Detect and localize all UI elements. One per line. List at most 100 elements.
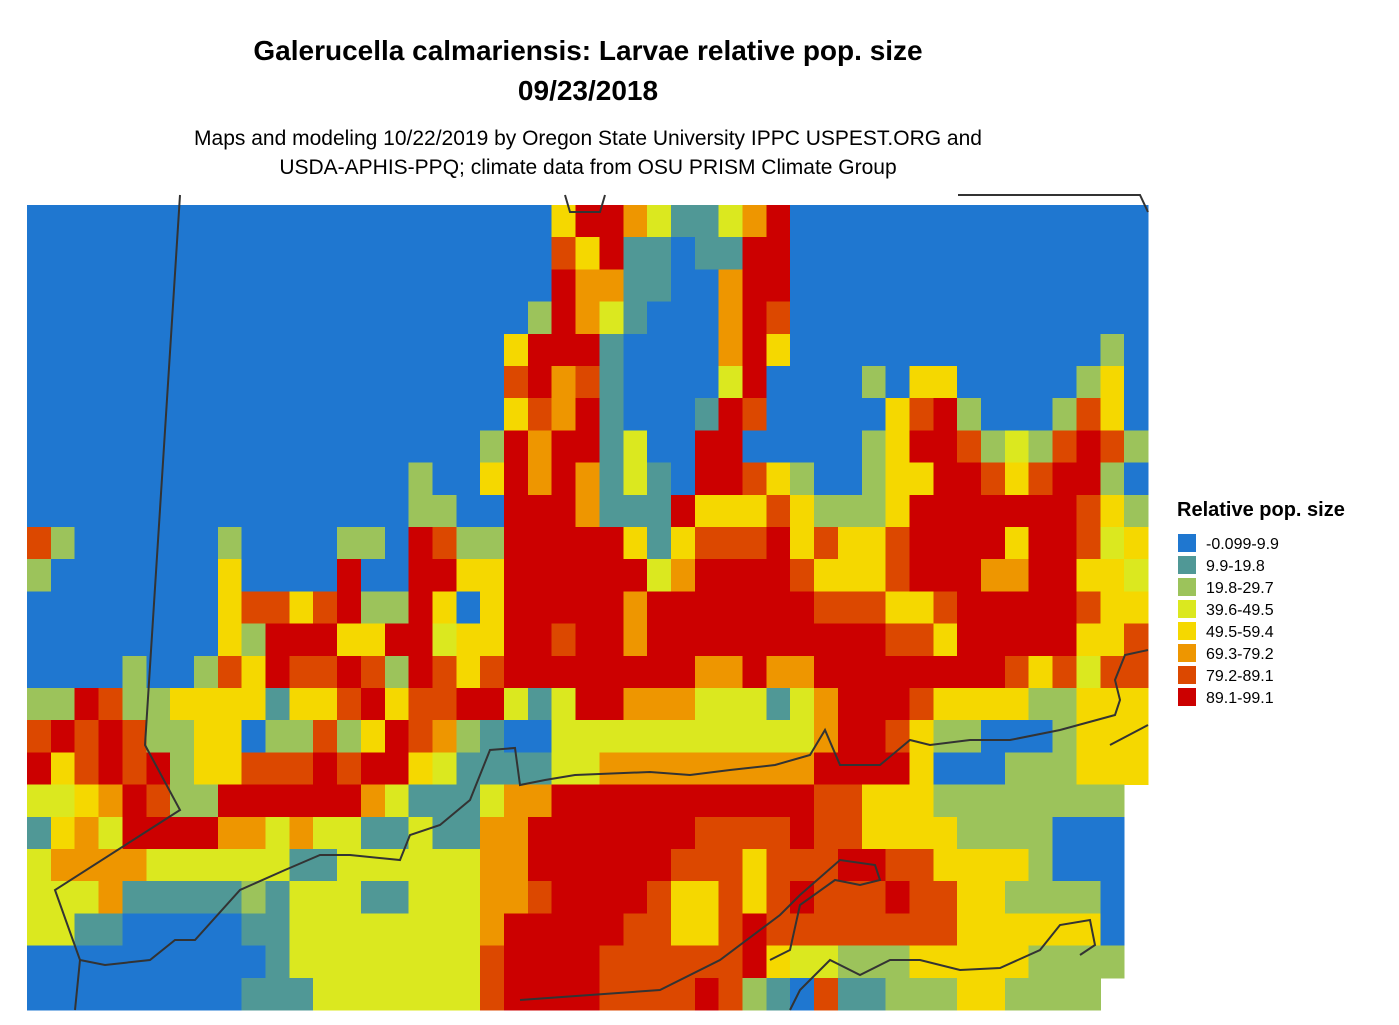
cell [122,977,147,1011]
cell [742,688,767,721]
cell [193,398,219,431]
cell [1076,849,1101,882]
cell [122,559,147,592]
cell [766,752,791,786]
cell [885,881,911,914]
cell [27,269,52,303]
cell [1076,977,1101,1011]
cell [909,398,934,431]
cell [551,559,577,592]
cell [981,945,1006,979]
cell [575,366,601,399]
cell [1028,237,1054,270]
cell [718,945,744,979]
cell [742,494,767,528]
cell [527,913,553,947]
cell [146,333,171,367]
cell [981,623,1006,657]
cell [432,881,457,914]
cell [122,720,147,753]
cell [337,366,362,399]
cell [933,398,958,431]
cell [122,527,147,560]
cell [527,269,553,303]
cell [217,688,243,721]
cell [504,301,529,335]
cell [360,784,386,818]
cell [480,784,505,818]
cell [957,301,982,335]
cell [456,816,481,850]
cell [217,430,243,464]
cell [122,237,147,270]
cell [1100,913,1125,947]
cell [909,462,934,496]
cell [1052,205,1078,238]
cell [217,559,243,592]
cell [1124,269,1149,303]
cell [575,913,601,947]
cell [885,720,911,753]
cell [146,301,171,335]
cell [384,462,410,496]
cell [694,816,720,850]
cell [1076,430,1101,464]
cell [360,913,386,947]
cell [647,623,672,657]
cell [957,527,982,560]
cell [74,494,100,528]
cell [909,881,934,914]
cell [885,237,911,270]
cell [241,591,267,625]
cell [193,366,219,399]
cell [146,945,171,979]
cell [193,430,219,464]
cell [1028,430,1054,464]
cell [1100,945,1125,979]
cell [1100,398,1125,431]
cell [718,430,744,464]
cell [337,720,362,753]
cell [1124,720,1149,753]
cell [122,301,147,335]
cell [575,945,601,979]
cell [527,945,553,979]
cell [599,881,624,914]
cell [527,205,553,238]
cell [504,913,529,947]
cell [957,784,982,818]
cell [623,913,648,947]
cell [217,720,243,753]
cell [432,752,457,786]
cell [909,333,934,367]
cell [313,720,338,753]
cell [456,205,481,238]
cell [146,269,171,303]
cell [647,237,672,270]
cell [384,301,410,335]
cell [193,237,219,270]
cell [599,462,624,496]
cell [337,494,362,528]
cell [27,784,52,818]
cell [98,688,124,721]
cell [814,237,839,270]
cell [170,366,195,399]
cell [933,462,958,496]
cell [1052,623,1078,657]
cell [909,688,934,721]
cell [623,269,648,303]
cell [408,333,434,367]
cell [1052,591,1078,625]
cell [551,977,577,1011]
cell [313,913,338,947]
cell [504,237,529,270]
cell [742,784,767,818]
cell [241,559,267,592]
cell [456,688,481,721]
cell [814,977,839,1011]
cell [623,527,648,560]
cell [981,720,1006,753]
cell [647,881,672,914]
cell [837,333,863,367]
